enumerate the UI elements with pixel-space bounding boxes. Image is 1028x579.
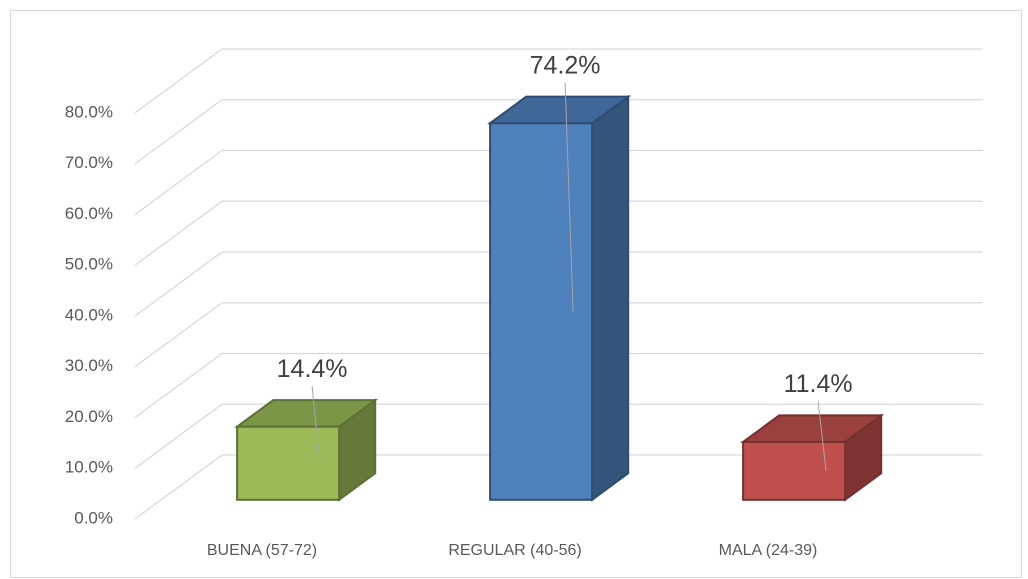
- bar: [489, 122, 594, 501]
- y-tick-label: 70.0%: [65, 153, 113, 172]
- grid-line: [134, 352, 983, 419]
- grid-line: [134, 454, 983, 520]
- x-tick-label: REGULAR (40-56): [448, 542, 581, 559]
- grid-line: [134, 403, 983, 469]
- y-tick-label: 20.0%: [65, 407, 113, 426]
- grid-line: [134, 200, 983, 266]
- y-tick-label: 80.0%: [65, 102, 113, 121]
- bar: [236, 425, 341, 501]
- grid-line: [134, 251, 983, 317]
- y-tick-label: 60.0%: [65, 204, 113, 223]
- grid-line: [134, 302, 983, 368]
- y-tick-label: 30.0%: [65, 356, 113, 375]
- y-tick-label: 0.0%: [74, 508, 113, 527]
- value-label: 14.4%: [277, 355, 348, 383]
- value-label: 74.2%: [530, 51, 601, 79]
- grid-line: [134, 149, 983, 216]
- x-tick-label: BUENA (57-72): [207, 542, 317, 559]
- value-label: 11.4%: [784, 370, 853, 398]
- leader-line: [564, 82, 574, 312]
- grid-line: [134, 48, 983, 114]
- y-tick-label: 50.0%: [65, 255, 113, 274]
- leader-line: [817, 401, 827, 471]
- bar: [742, 440, 847, 501]
- x-tick-label: MALA (24-39): [719, 542, 818, 559]
- grid-line: [134, 99, 983, 165]
- y-tick-label: 40.0%: [65, 305, 113, 324]
- bar-side: [591, 94, 630, 502]
- y-tick-label: 10.0%: [65, 458, 113, 477]
- leader-line: [311, 386, 321, 464]
